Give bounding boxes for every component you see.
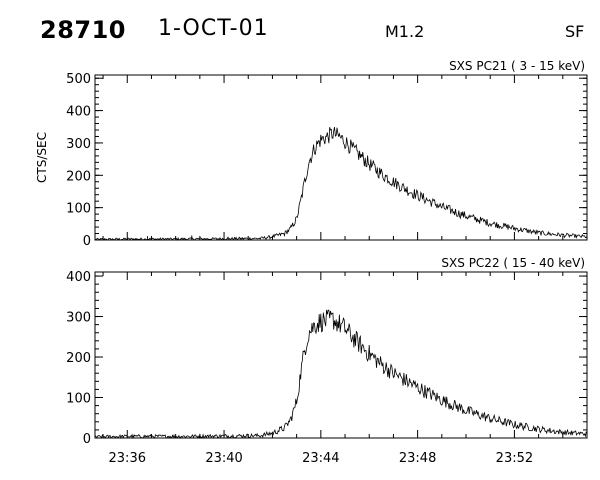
x-tick-label: 23:52 bbox=[496, 451, 533, 466]
x-tick-label: 23:44 bbox=[302, 451, 339, 466]
y-axis-label: CTS/SEC bbox=[35, 132, 49, 183]
y-tick-label: 0 bbox=[83, 432, 91, 447]
y-tick-label: 100 bbox=[66, 202, 91, 217]
y-tick-label: 300 bbox=[66, 311, 91, 326]
station-code: SF bbox=[565, 22, 585, 41]
y-tick-label: 400 bbox=[66, 105, 91, 120]
y-tick-label: 500 bbox=[66, 72, 91, 87]
y-tick-label: 200 bbox=[66, 351, 91, 366]
x-tick-label: 23:40 bbox=[205, 451, 242, 466]
flare-class: M1.2 bbox=[385, 22, 425, 41]
x-tick-label: 23:36 bbox=[109, 451, 146, 466]
y-tick-label: 200 bbox=[66, 169, 91, 184]
chart-title: SXS PC21 ( 3 - 15 keV) bbox=[449, 59, 585, 73]
chart-panel-1: SXS PC21 ( 3 - 15 keV) CTS/SEC 0 100 200 300 4… bbox=[35, 59, 588, 249]
chart-panel-2: SXS PC22 ( 15 - 40 keV) 0 100 200 300 400 23:3… bbox=[66, 256, 588, 466]
chart-title: SXS PC22 ( 15 - 40 keV) bbox=[441, 256, 585, 270]
plot-frame bbox=[94, 271, 588, 439]
y-tick-label: 300 bbox=[66, 137, 91, 152]
event-id: 28710 bbox=[40, 16, 126, 44]
y-tick-label: 400 bbox=[66, 270, 91, 285]
plot-frame bbox=[94, 74, 588, 241]
y-tick-label: 0 bbox=[83, 234, 91, 249]
event-date: 1-OCT-01 bbox=[158, 16, 269, 41]
y-tick-label: 100 bbox=[66, 392, 91, 407]
series-line bbox=[94, 127, 588, 241]
x-tick-label: 23:48 bbox=[399, 451, 436, 466]
series-line bbox=[94, 309, 588, 440]
